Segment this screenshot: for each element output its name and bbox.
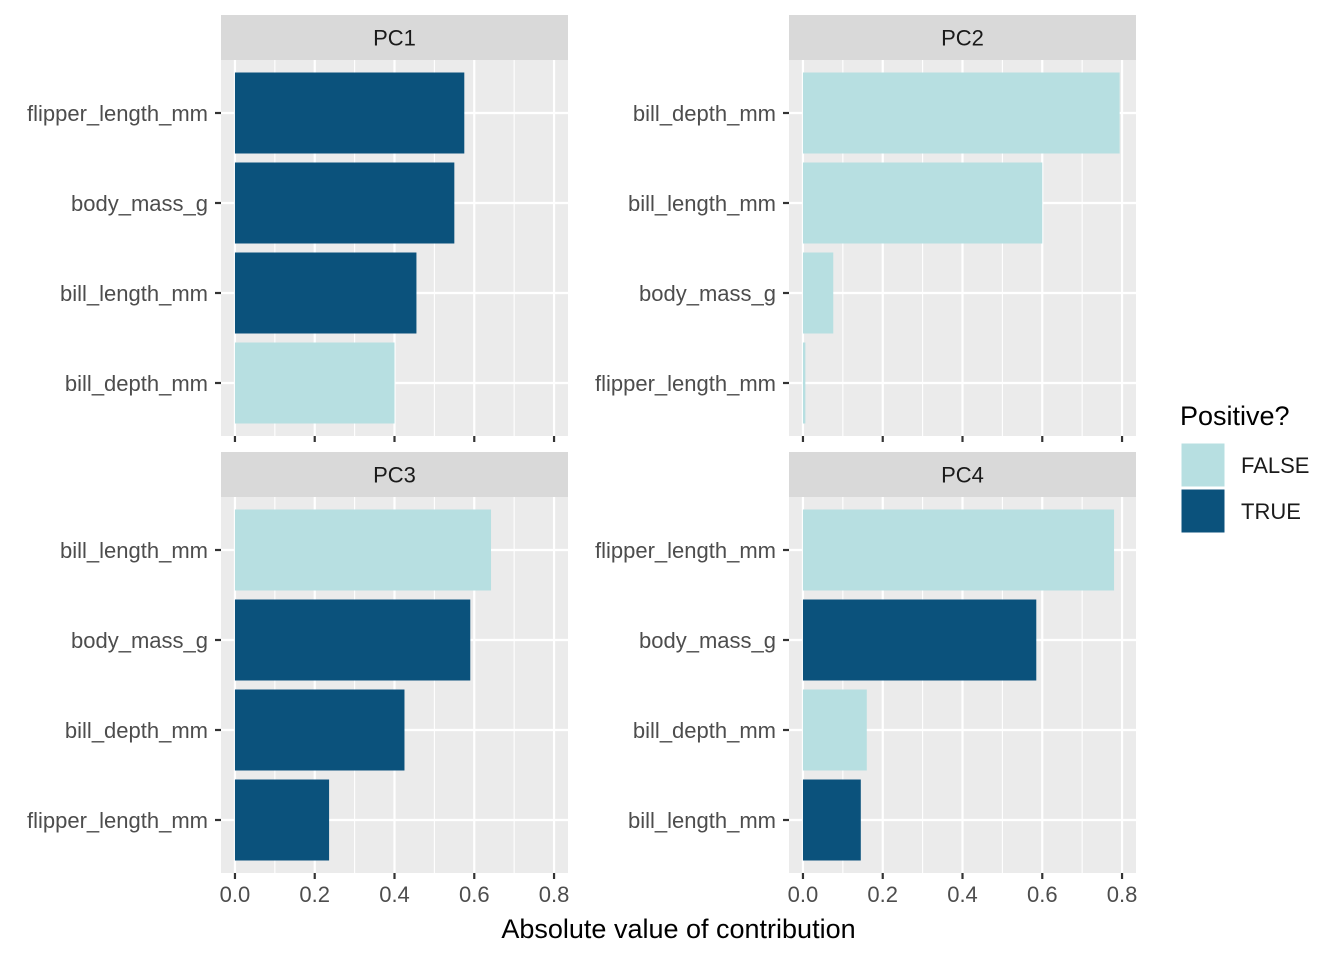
legend-key-false xyxy=(1180,442,1226,488)
x-axis-title: Absolute value of contribution xyxy=(501,914,855,944)
bar-pc3-bill_depth_mm xyxy=(234,689,405,771)
facet-strip-pc3 xyxy=(221,452,568,497)
x-tick-label: 0.4 xyxy=(947,882,978,907)
y-tick-label: body_mass_g xyxy=(639,281,776,306)
y-tick-label: body_mass_g xyxy=(71,628,208,653)
facet-title-pc1: PC1 xyxy=(373,26,416,51)
y-tick-label: body_mass_g xyxy=(639,628,776,653)
y-tick-label: bill_length_mm xyxy=(60,281,208,306)
y-tick-label: flipper_length_mm xyxy=(595,371,776,396)
facet-title-pc2: PC2 xyxy=(941,26,984,51)
bar-pc1-body_mass_g xyxy=(234,162,455,244)
y-tick-label: body_mass_g xyxy=(71,191,208,216)
y-tick-label: flipper_length_mm xyxy=(27,101,208,126)
bar-pc3-body_mass_g xyxy=(234,599,471,681)
facet-strip-pc1 xyxy=(221,15,568,60)
x-tick-label: 0.8 xyxy=(539,882,570,907)
bar-pc3-bill_length_mm xyxy=(234,509,492,591)
facet-title-pc4: PC4 xyxy=(941,463,984,488)
y-tick-label: bill_length_mm xyxy=(628,808,776,833)
y-tick-label: flipper_length_mm xyxy=(595,538,776,563)
x-tick-label: 0.2 xyxy=(299,882,330,907)
y-tick-label: bill_depth_mm xyxy=(65,718,208,743)
bar-pc2-bill_depth_mm xyxy=(802,72,1120,154)
legend-title: Positive? xyxy=(1180,401,1290,431)
y-tick-label: bill_length_mm xyxy=(60,538,208,563)
x-tick-label: 0.0 xyxy=(220,882,251,907)
x-tick-label: 0.6 xyxy=(1027,882,1058,907)
bar-pc3-flipper_length_mm xyxy=(234,779,330,861)
bar-pc2-body_mass_g xyxy=(802,252,834,334)
x-tick-label: 0.8 xyxy=(1107,882,1138,907)
bar-pc4-body_mass_g xyxy=(802,599,1037,681)
bar-pc1-bill_length_mm xyxy=(234,252,417,334)
y-tick-label: bill_depth_mm xyxy=(65,371,208,396)
bar-pc1-bill_depth_mm xyxy=(234,342,395,424)
y-tick-label: flipper_length_mm xyxy=(27,808,208,833)
legend-key-true xyxy=(1180,488,1226,534)
y-tick-label: bill_length_mm xyxy=(628,191,776,216)
x-tick-label: 0.6 xyxy=(459,882,490,907)
facet-title-pc3: PC3 xyxy=(373,463,416,488)
facet-strip-pc2 xyxy=(789,15,1136,60)
bar-pc4-bill_depth_mm xyxy=(802,689,867,771)
legend-label-true: TRUE xyxy=(1241,499,1301,524)
y-tick-label: bill_depth_mm xyxy=(633,718,776,743)
bar-pc4-flipper_length_mm xyxy=(802,509,1115,591)
facet-strip-pc4 xyxy=(789,452,1136,497)
bar-pc2-bill_length_mm xyxy=(802,162,1043,244)
bar-pc4-bill_length_mm xyxy=(802,779,861,861)
legend-label-false: FALSE xyxy=(1241,453,1309,478)
x-tick-label: 0.0 xyxy=(788,882,819,907)
y-tick-label: bill_depth_mm xyxy=(633,101,776,126)
x-tick-label: 0.2 xyxy=(867,882,898,907)
bar-pc2-flipper_length_mm xyxy=(802,342,806,424)
bar-pc1-flipper_length_mm xyxy=(234,72,465,154)
x-tick-label: 0.4 xyxy=(379,882,410,907)
